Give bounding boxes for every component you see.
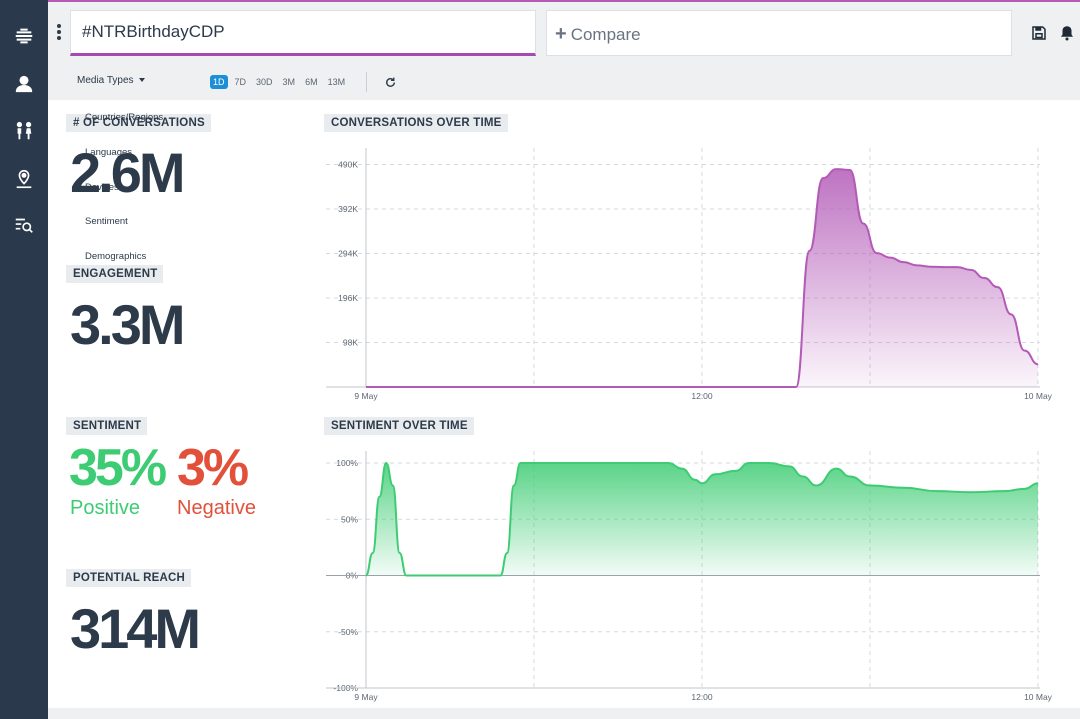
sentiment-label: SENTIMENT bbox=[66, 417, 148, 435]
compare-button[interactable]: + Compare bbox=[546, 10, 1012, 56]
y-tick-label: 196K bbox=[338, 293, 358, 303]
menu-item-languages[interactable]: Languages bbox=[85, 146, 133, 158]
sidebar-item-search-list[interactable] bbox=[0, 209, 48, 245]
y-tick-label: 50% bbox=[341, 514, 358, 524]
conversations-value: 2.6M bbox=[70, 141, 185, 204]
sidebar-item-profiles[interactable] bbox=[0, 68, 48, 104]
positive-label: Positive bbox=[70, 497, 141, 519]
series-area bbox=[366, 463, 1038, 576]
negative-percent: 3% bbox=[177, 439, 249, 497]
engagement-label: ENGAGEMENT bbox=[66, 265, 164, 283]
sidebar bbox=[0, 0, 48, 719]
y-tick-label: 490K bbox=[338, 160, 358, 170]
conversations-over-time-chart: 490K 392K 294K 196K 98K 9 May 12:00 10 May bbox=[326, 148, 1053, 401]
negative-label: Negative bbox=[177, 497, 256, 519]
media-types-label: Media Types bbox=[77, 75, 134, 86]
menu-item-devices[interactable]: Devices bbox=[85, 181, 119, 193]
x-tick-label: 12:00 bbox=[691, 692, 713, 702]
search-query-input[interactable]: #NTRBirthdayCDP bbox=[70, 10, 536, 56]
chevron-down-icon bbox=[138, 78, 145, 83]
x-tick-label: 9 May bbox=[354, 391, 378, 401]
bell-icon[interactable] bbox=[1058, 24, 1076, 42]
bottom-bar bbox=[48, 708, 1080, 719]
sidebar-item-brand[interactable] bbox=[0, 20, 48, 56]
range-1d[interactable]: 1D bbox=[210, 75, 228, 89]
compare-label: Compare bbox=[570, 25, 641, 44]
menu-item-demographics[interactable]: Demographics bbox=[85, 251, 147, 263]
reach-value: 314M bbox=[70, 597, 201, 660]
range-30d[interactable]: 30D bbox=[256, 77, 273, 87]
menu-item-sentiment[interactable]: Sentiment bbox=[85, 216, 128, 228]
y-tick-label: 392K bbox=[338, 204, 358, 214]
plus-icon: + bbox=[555, 23, 567, 45]
time-range-selector: 1D 7D 30D 3M 6M 13M bbox=[210, 75, 348, 89]
x-tick-label: 12:00 bbox=[691, 391, 713, 401]
range-13m[interactable]: 13M bbox=[327, 77, 346, 87]
menu-item-countries[interactable]: Countries/Regions bbox=[85, 112, 164, 123]
people-icon bbox=[13, 120, 35, 147]
save-icon[interactable] bbox=[1030, 24, 1048, 42]
sentiment-chart-title: SENTIMENT OVER TIME bbox=[324, 417, 474, 435]
series-area bbox=[366, 169, 1038, 387]
engagement-value: 3.3M bbox=[70, 293, 185, 356]
series-line bbox=[366, 168, 1039, 388]
kebab-menu-icon[interactable] bbox=[56, 24, 62, 40]
x-tick-label: 10 May bbox=[1024, 692, 1053, 702]
range-6m[interactable]: 6M bbox=[305, 77, 318, 87]
sidebar-item-locations[interactable] bbox=[0, 163, 48, 199]
top-accent-line bbox=[0, 0, 1080, 2]
y-tick-label: 294K bbox=[338, 249, 358, 259]
sentiment-over-time-chart: 100%50%0%-50%-100%9 May 12:00 10 May bbox=[326, 451, 1053, 702]
series-line bbox=[365, 461, 1039, 577]
y-tick-label: 100% bbox=[336, 458, 358, 468]
media-types-menu: Countries/Regions Languages Devices Sent… bbox=[85, 112, 163, 286]
y-tick-label: 98K bbox=[343, 338, 358, 348]
list-search-icon bbox=[13, 214, 35, 241]
refresh-icon[interactable] bbox=[384, 76, 397, 89]
y-tick-label: -50% bbox=[338, 627, 358, 637]
sidebar-item-demographics[interactable] bbox=[0, 115, 48, 151]
x-tick-label: 10 May bbox=[1024, 391, 1053, 401]
positive-percent: 35% bbox=[69, 439, 167, 497]
range-3m[interactable]: 3M bbox=[282, 77, 296, 87]
range-7d[interactable]: 7D bbox=[234, 77, 247, 87]
user-icon bbox=[13, 73, 35, 100]
x-tick-label: 9 May bbox=[354, 692, 378, 702]
location-pin-icon bbox=[13, 168, 35, 195]
header: #NTRBirthdayCDP + Compare Media Types 1D … bbox=[48, 2, 1080, 100]
conversations-label: # OF CONVERSATIONS bbox=[66, 114, 211, 132]
toolbar-divider bbox=[366, 72, 367, 92]
media-types-dropdown[interactable]: Media Types bbox=[77, 75, 145, 86]
conversations-chart-title: CONVERSATIONS OVER TIME bbox=[324, 114, 508, 132]
reach-label: POTENTIAL REACH bbox=[66, 569, 192, 587]
brand-logo-icon bbox=[13, 25, 35, 52]
